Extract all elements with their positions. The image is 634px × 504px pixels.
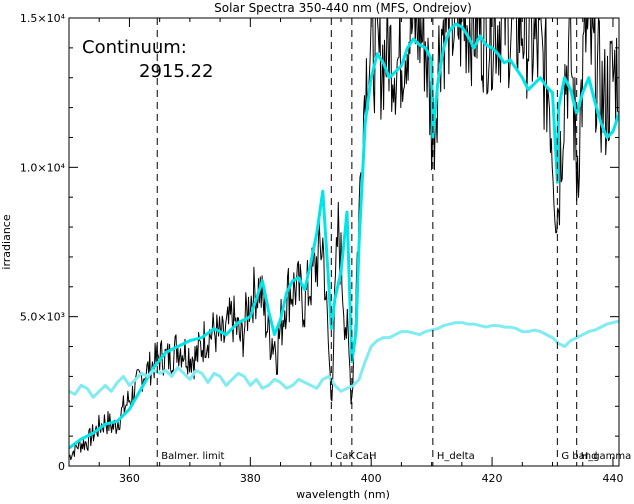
x-axis-title: wavelength (nm)	[296, 488, 390, 501]
reference-line-label: CaH	[356, 451, 377, 462]
series-line-3	[69, 319, 619, 399]
y-tick-label: 5.0×10³	[20, 311, 65, 324]
x-tick-label: 420	[482, 472, 503, 485]
x-tick-label: 360	[119, 472, 140, 485]
y-tick-label: 0	[58, 460, 65, 473]
reference-line-label: CaK	[335, 451, 355, 462]
y-axis: 0 5.0×10³ 1.0×10⁴ 1.5×10⁴	[20, 12, 619, 473]
y-axis-title: irradiance	[0, 214, 13, 269]
reference-line-label: H_gamma	[581, 451, 632, 462]
y-tick-label: 1.0×10⁴	[20, 161, 66, 174]
plot-frame	[68, 17, 620, 467]
continuum-label: Continuum:	[82, 37, 187, 58]
y-tick-label: 1.5×10⁴	[20, 12, 66, 25]
x-tick-label: 440	[602, 472, 623, 485]
reference-line-label: Balmer. limit	[161, 451, 224, 462]
chart-title: Solar Spectra 350-440 nm (MFS, Ondrejov)	[214, 1, 472, 15]
x-axis: 360 380 400 420 440	[68, 18, 623, 485]
continuum-value: 2915.22	[139, 61, 213, 82]
x-tick-label: 380	[240, 472, 261, 485]
x-tick-label: 400	[361, 472, 382, 485]
series-line-1	[69, 18, 619, 461]
series-line-2	[69, 22, 619, 450]
series-layer	[69, 18, 619, 461]
plot-area: Balmer. limit CaK CaH H_delta G bandH_gamma …	[20, 12, 632, 485]
reference-line-label: H_delta	[437, 451, 475, 462]
reference-line-label: G band	[561, 451, 597, 462]
